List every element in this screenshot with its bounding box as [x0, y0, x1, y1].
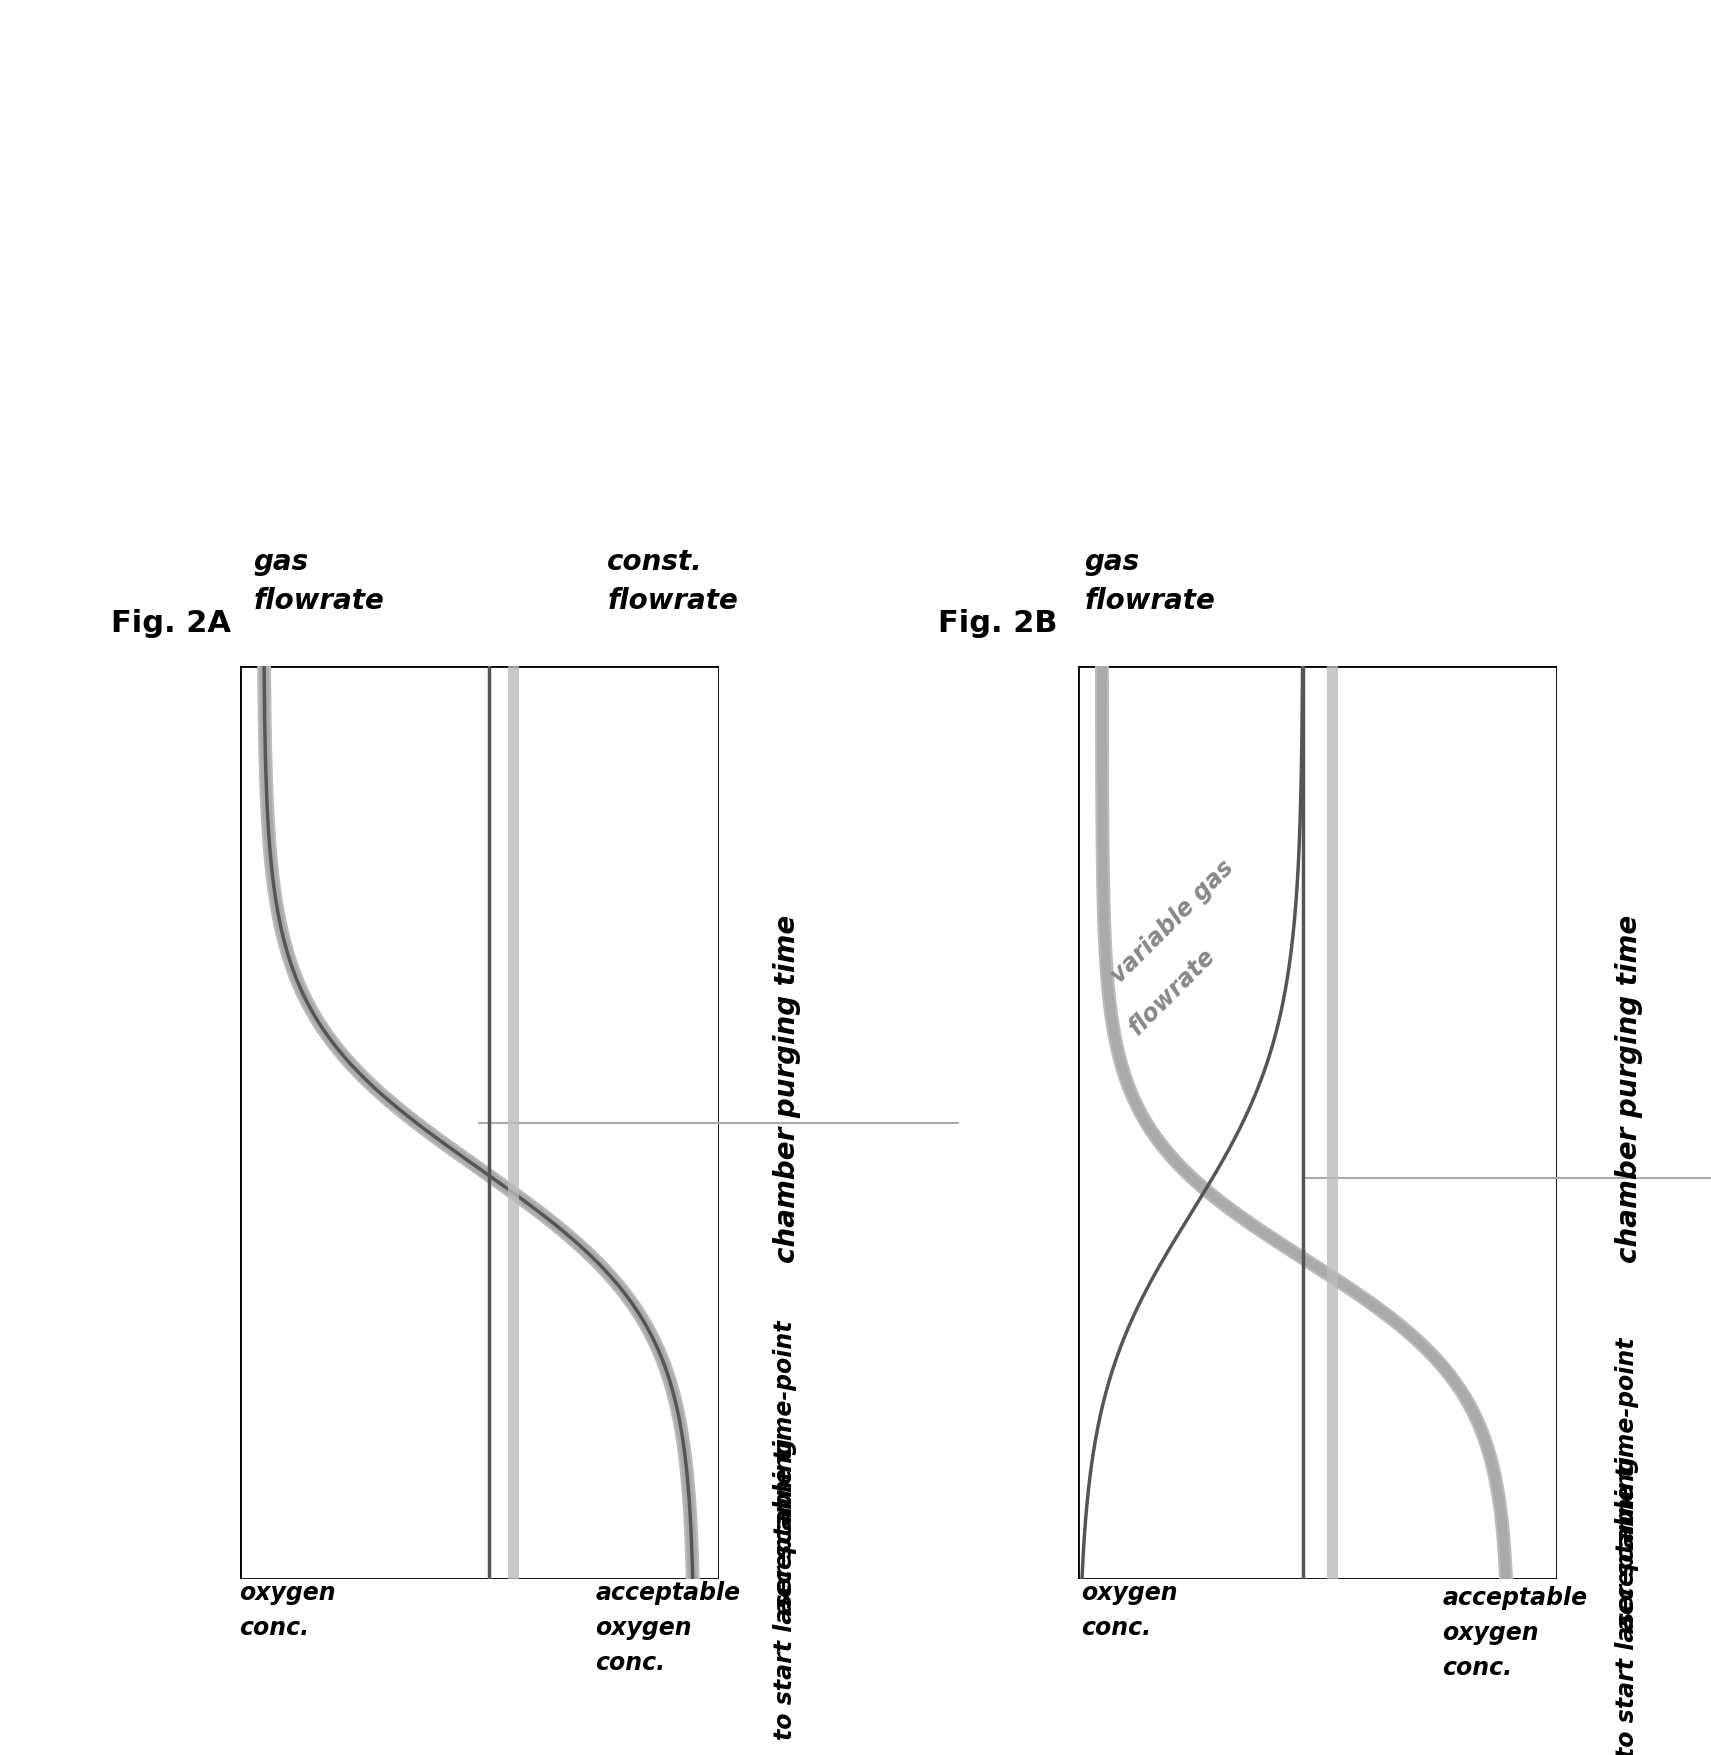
Text: acceptable time-point: acceptable time-point — [773, 1320, 797, 1611]
Text: acceptable: acceptable — [1442, 1585, 1588, 1609]
Text: flowrate: flowrate — [607, 586, 737, 614]
Text: oxygen: oxygen — [240, 1580, 335, 1604]
Text: flowrate: flowrate — [1124, 944, 1220, 1039]
Text: conc.: conc. — [595, 1650, 666, 1674]
Text: chamber purging time: chamber purging time — [1615, 914, 1643, 1262]
Text: oxygen: oxygen — [1081, 1580, 1177, 1604]
Text: conc.: conc. — [1442, 1655, 1513, 1680]
Text: conc.: conc. — [240, 1615, 310, 1639]
Text: to start laser scanning: to start laser scanning — [1615, 1455, 1639, 1755]
Text: gas: gas — [253, 548, 308, 576]
Text: chamber purging time: chamber purging time — [773, 914, 801, 1262]
Text: gas: gas — [1085, 548, 1140, 576]
Text: acceptable time-point: acceptable time-point — [1615, 1337, 1639, 1629]
Text: const.: const. — [607, 548, 703, 576]
Text: conc.: conc. — [1081, 1615, 1152, 1639]
Text: acceptable: acceptable — [595, 1580, 741, 1604]
Text: flowrate: flowrate — [1085, 586, 1215, 614]
Text: Fig. 2A: Fig. 2A — [111, 609, 231, 637]
Text: oxygen: oxygen — [1442, 1620, 1538, 1644]
Text: Fig. 2B: Fig. 2B — [938, 609, 1057, 637]
Text: variable gas: variable gas — [1105, 855, 1239, 988]
Text: to start laser scanning: to start laser scanning — [773, 1437, 797, 1739]
Text: oxygen: oxygen — [595, 1615, 691, 1639]
Text: flowrate: flowrate — [253, 586, 383, 614]
